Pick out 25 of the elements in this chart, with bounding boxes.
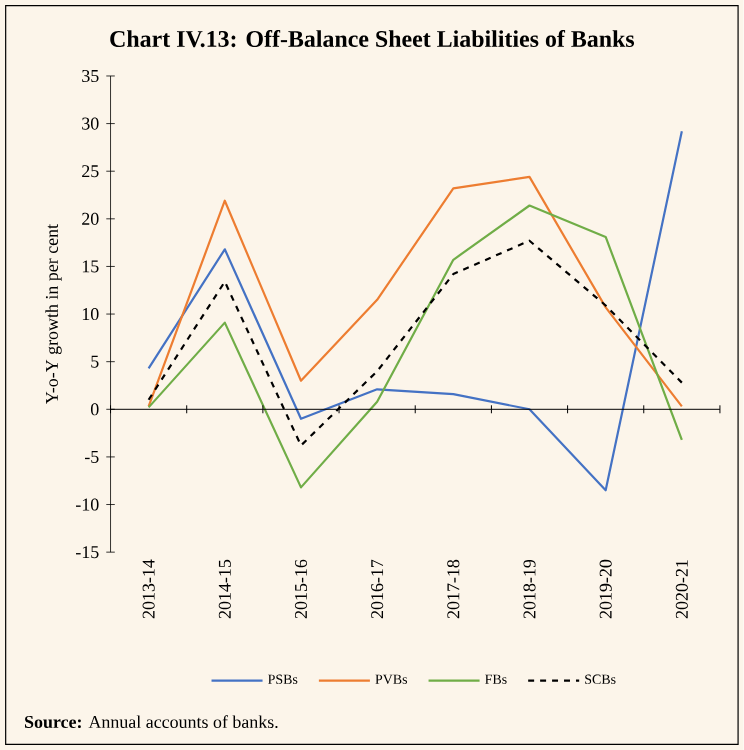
- line-series: [147, 204, 684, 489]
- y-tick-label: 5: [91, 355, 99, 368]
- chart-title: Chart IV.13: Off-Balance Sheet Liabilities of Banks: [110, 29, 635, 48]
- x-tick-label: 2018-19: [523, 559, 536, 619]
- x-tick-label: 2015-16: [295, 559, 308, 619]
- y-tick-label: 15: [83, 260, 99, 273]
- text: Source: Annual accounts of banks.: [25, 715, 278, 729]
- y-tick-label: 0: [91, 403, 99, 416]
- y-tick-label: 25: [82, 165, 99, 178]
- x-tick-label: 2016-17: [371, 559, 384, 619]
- x-tick-label: 2017-18: [447, 559, 460, 619]
- y-axis-title: Y-o-Y growth in per cent: [45, 224, 62, 404]
- line-series: [147, 175, 684, 408]
- y-tick-label: 35: [82, 69, 99, 83]
- y-tick-label: -10: [76, 498, 99, 511]
- x-tick-label: 2013-14: [142, 559, 155, 619]
- y-tick-label: 30: [82, 117, 99, 130]
- y-tick-label: -5: [85, 450, 99, 463]
- y-tick-label: -15: [76, 546, 99, 559]
- y-tick-label: 10: [83, 308, 99, 321]
- x-tick-label: 2019-20: [599, 559, 612, 619]
- line-series: [147, 130, 684, 492]
- y-tick-label: 20: [82, 212, 99, 225]
- x-tick-label: 2014-15: [218, 559, 231, 619]
- x-tick-label: 2020-21: [675, 560, 689, 619]
